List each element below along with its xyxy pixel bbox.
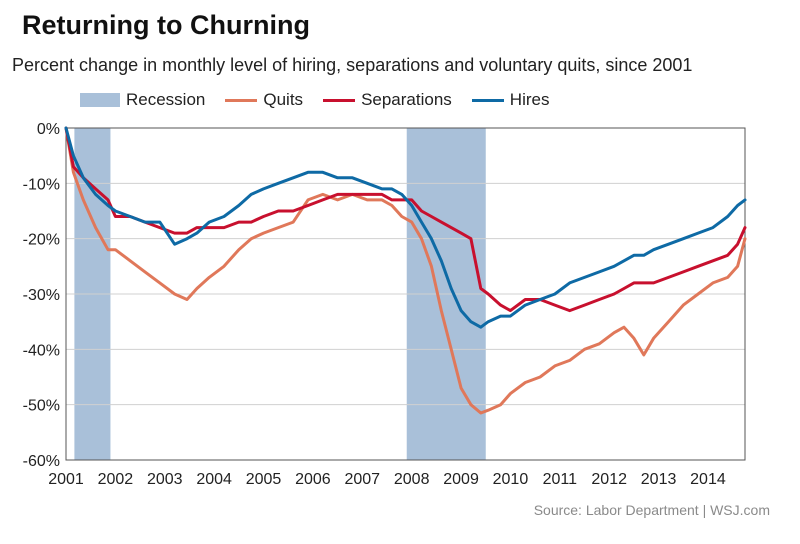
plot-frame: [65, 127, 746, 461]
x-tick-label: 2002: [98, 471, 134, 488]
legend: Recession Quits Separations Hires: [80, 90, 569, 110]
x-tick-label: 2011: [543, 471, 578, 488]
legend-swatch-separations: [323, 98, 356, 102]
x-tick-label: 2009: [443, 471, 479, 488]
y-tick-label: -10%: [23, 176, 60, 193]
series-line-hires: [64, 126, 747, 329]
legend-item-separations: Separations: [323, 90, 452, 110]
y-tick-label: -50%: [23, 398, 60, 415]
series-line-quits: [64, 126, 747, 415]
y-tick-label: 0%: [37, 121, 60, 138]
legend-item-hires: Hires: [471, 90, 550, 110]
legend-swatch-quits: [225, 98, 258, 102]
y-tick-label: -60%: [23, 453, 60, 470]
y-tick-label: -20%: [23, 232, 60, 249]
y-tick-label: -40%: [23, 342, 60, 359]
legend-swatch-hires: [471, 98, 504, 102]
legend-swatch-recession: [80, 93, 120, 107]
x-tick-label: 2014: [690, 471, 726, 488]
x-tick-label: 2005: [246, 471, 282, 488]
x-tick-label: 2001: [48, 471, 84, 488]
legend-label-quits: Quits: [263, 90, 304, 109]
x-tick-label: 2010: [493, 471, 529, 488]
legend-label-hires: Hires: [509, 90, 550, 109]
x-tick-label: 2013: [641, 471, 677, 488]
y-tick-label: -30%: [23, 287, 60, 304]
chart-subtitle: Percent change in monthly level of hirin…: [12, 55, 693, 75]
x-tick-label: 2008: [394, 471, 430, 488]
legend-label-recession: Recession: [126, 90, 206, 109]
x-tick-label: 2004: [196, 471, 232, 488]
x-tick-label: 2007: [344, 471, 380, 488]
chart-title: Returning to Churning: [22, 10, 310, 40]
series-line-separations: [64, 126, 747, 313]
x-tick-label: 2012: [591, 471, 627, 488]
legend-item-recession: Recession: [80, 90, 205, 110]
legend-item-quits: Quits: [225, 90, 303, 110]
legend-label-separations: Separations: [361, 90, 452, 109]
x-tick-label: 2003: [147, 471, 183, 488]
source-note: Source: Labor Department | WSJ.com: [533, 502, 770, 518]
x-tick-label: 2006: [295, 471, 331, 488]
